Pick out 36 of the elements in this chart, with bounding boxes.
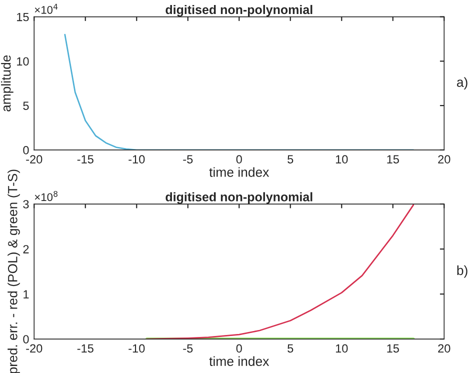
x-tick-label: -10 — [128, 155, 145, 164]
x-tick-label: 5 — [288, 344, 294, 353]
y-tick-label: 5 — [23, 102, 29, 110]
x-tick-label: -20 — [26, 155, 42, 164]
text: ×10$^{4}$ — [34, 4, 58, 14]
y-tick-label: 2 — [23, 245, 29, 254]
x-tick-label: 5 — [288, 155, 294, 164]
text: a) — [457, 77, 468, 90]
y-axis-title: pred. err. - red (POL) & green (T-S) — [8, 170, 20, 373]
x-axis-title: time index — [209, 356, 270, 366]
x-tick-label: -15 — [77, 344, 94, 353]
x-tick-label: 0 — [236, 155, 242, 164]
x-tick-label: 15 — [387, 344, 399, 353]
x-tick-label: -10 — [128, 344, 145, 353]
x-tick-label: 20 — [438, 344, 450, 353]
x-tick-label: -20 — [26, 344, 42, 353]
y-tick-label: 0 — [23, 146, 29, 154]
x-tick-label: -15 — [77, 155, 94, 164]
text: ×10$^{8}$ — [34, 190, 58, 202]
chart-title: digitised non-polynomial — [166, 4, 312, 17]
y-tick-label: 0 — [23, 335, 29, 344]
y-tick-label: 15 — [17, 12, 29, 22]
x-tick-label: -5 — [183, 344, 193, 353]
y-tick-label: 10 — [17, 57, 29, 66]
x-axis-title: time index — [209, 167, 270, 177]
x-tick-label: 20 — [438, 155, 450, 164]
x-tick-label: 10 — [336, 155, 348, 164]
text: b) — [457, 265, 468, 278]
chart-title: digitised non-polynomial — [166, 192, 312, 204]
x-tick-label: 10 — [336, 344, 348, 353]
x-tick-label: 0 — [236, 344, 242, 353]
y-tick-label: 3 — [23, 200, 29, 208]
x-tick-label: -5 — [183, 155, 193, 164]
x-tick-label: 15 — [387, 155, 399, 164]
y-axis-title: amplitude — [1, 55, 14, 112]
y-tick-label: 1 — [24, 290, 29, 298]
